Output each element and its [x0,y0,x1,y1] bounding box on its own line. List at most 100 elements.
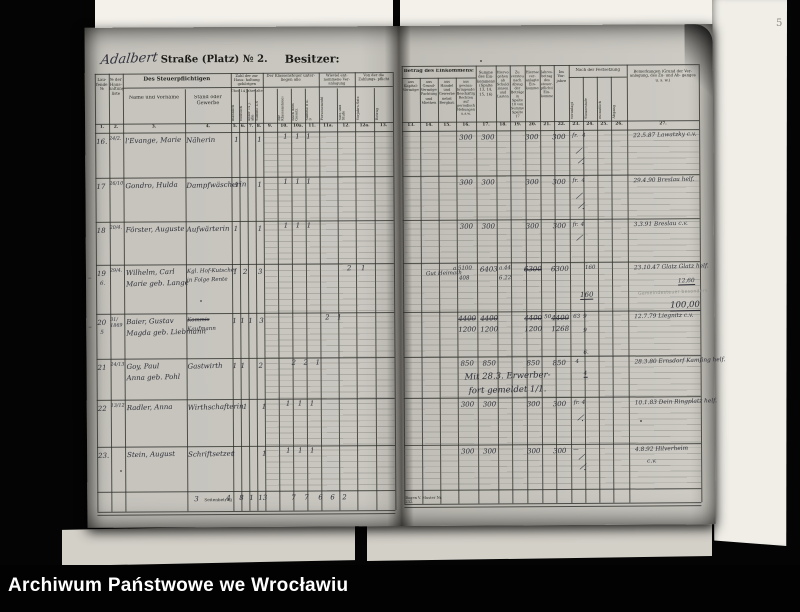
class-tax-mark: 1 [306,132,311,141]
remark-entry: 3.3.91 Breslau c.v. [633,220,688,229]
column-subheader: monatlich [598,101,603,119]
amount-entry: 300 [526,400,541,409]
column-number: 13. [379,123,388,128]
household-count: 1 [240,361,246,371]
amount-entry: 4 [580,221,585,228]
amount-entry: a.44 [498,265,512,272]
column-header-assessed: Hiernach ver- anlagtes Ein- kommen [525,70,540,91]
column-number: 19. [513,122,522,127]
taxpayer-name: Baier, Gustav [126,316,174,327]
remark-entry: Gemeindesteuer besonders [638,288,708,297]
column-header-commerce: aus Handel und Gewerbe nebst Bergbau [438,79,455,105]
amount-entry: 300 [482,447,497,456]
class-tax-mark: 1 [309,399,315,408]
amount-entry: fr. [572,132,579,140]
grid-line [402,261,700,264]
amount-entry: 300 [552,399,567,409]
grid-line [401,64,699,67]
next-page-sliver [712,0,787,546]
grid-line [95,131,394,134]
amount-entry: 4400 [524,313,543,323]
row-number: 17 [96,182,106,191]
grid-line [336,88,341,511]
remark-entry: 100,00 [670,299,701,312]
handwritten-note: Gut Heimath [425,270,463,278]
book-gutter-shadow [384,25,414,527]
grid-line [95,220,394,223]
column-number: 15. [443,122,451,127]
grid-line [97,490,396,493]
amount-entry: 300 [526,447,541,456]
taxpayer-name: Förster, Auguste [125,224,185,235]
grid-line [404,505,702,508]
column-number: 12a. [359,123,370,128]
row-date: 31/ 1869 [110,317,123,329]
amount-entry: 300 [481,222,496,231]
amount-entry: 4 [575,358,580,365]
grid-line [96,312,395,315]
column-number: 11a. [323,123,334,128]
column-number: 25. [600,121,608,126]
group-header-after-assessment: Nach der Festsetzung [575,67,621,72]
grid-line [403,310,701,313]
household-count: 1 [257,180,263,189]
column-number: 16. [462,122,470,127]
amount-entry: 160 [580,290,594,301]
under-page-strip-left [62,524,355,566]
amount-entry: 9 [583,313,587,320]
amount-entry: 300 [481,133,495,142]
class-tax-mark: 1 [315,358,321,367]
grid-line [97,445,396,448]
amount-entry: 6.22 [498,275,512,282]
totals-class: 6 [318,493,323,502]
class-tax-mark: 2 [303,358,309,367]
amount-entry: ⁄. [579,201,586,213]
column-header-wages: aus gewinn- bringender Beschäftigung, Re… [456,79,476,116]
totals-class: 7 [304,493,309,502]
column-header-trade: Stand oder Gewerbe [193,95,222,107]
taxpayer-name: Stein, August [126,449,176,460]
column-number: 20. [528,122,537,127]
class-tax-mark: 1 [309,446,315,455]
amount-entry: ⁄. [581,462,588,474]
column-number: 2. [113,124,119,129]
row-number: 23. [97,451,110,460]
grid-line [96,357,395,360]
class-tax-mark: 1 [295,177,300,186]
grid-line [246,88,251,511]
grid-line [610,76,615,503]
household-count: 1 [232,267,238,277]
class-tax-mark: 1 [283,221,289,230]
taxpayer-trade: Kaufmann [187,325,216,333]
household-count: 1 [242,402,248,412]
group-header-taxpayer: Des Steuerpflichtigen [143,76,211,83]
taxpayer-trade: Kommis [187,316,210,324]
totals-count: 4 [226,493,231,503]
amount-entry: 300 [460,447,475,456]
remark-entry: 10.1.83 Dein Ringplatz helf. [634,398,718,407]
page-number: 5 [776,18,783,29]
column-subheader: Betrag [375,108,380,121]
row-number: 16. [96,137,108,146]
grid-line [290,88,295,511]
amount-entry: 300 [459,222,474,231]
grid-line [373,88,378,511]
column-number: 1. [99,124,105,129]
household-count: 3 [259,316,264,325]
street-name-handwritten: Adalbert [99,50,159,69]
amount-entry: 300 [525,222,540,231]
row-date: 24/2. [109,136,122,142]
group-header-assessment: Wieviel ent- nommene Ver- anlagung [323,73,350,86]
column-header-name: Name und Vorname [128,95,180,101]
taxpayer-name: Wilhelm, Carl [125,267,175,278]
household-count: 2 [258,361,264,370]
household-count: 1 [234,135,239,145]
amount-entry: ⁄ [577,233,582,244]
amount-entry: 300 [552,446,567,456]
group-header-class-tax: Der Klassensteuer unter- liegen alle [266,73,315,83]
under-page-strip-right [367,519,712,561]
remark-entry: 4.8.92 Hilverheim [634,445,689,454]
amount-entry: 4400 [458,314,477,323]
amount-entry: ⁄ [580,452,584,463]
column-subheader: Personenzahl [320,96,325,121]
